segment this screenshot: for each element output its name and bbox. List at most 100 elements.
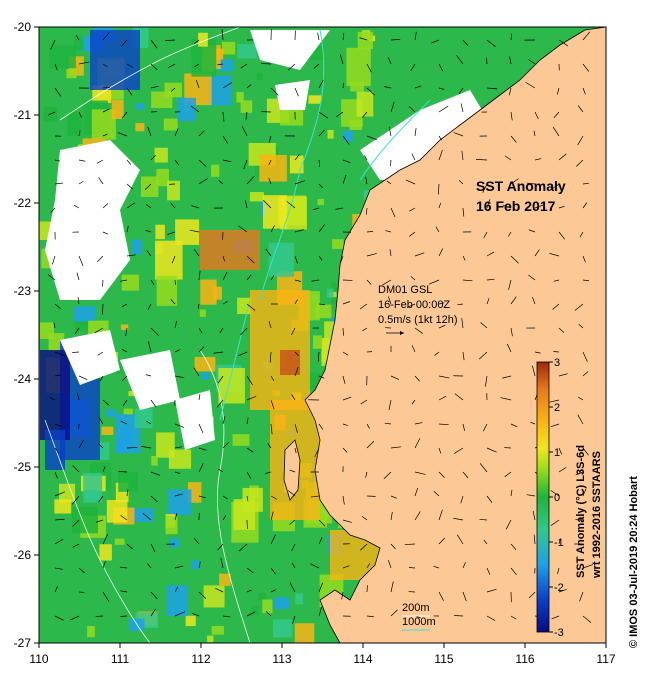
anomaly-patch (74, 321, 91, 331)
anomaly-patch (232, 434, 250, 446)
current-arrow (198, 463, 204, 473)
current-arrow (102, 203, 109, 209)
anomaly-patch (111, 100, 124, 119)
current-arrow (222, 495, 228, 500)
anomaly-patch (356, 91, 374, 117)
current-arrow (126, 254, 136, 257)
current-arrow (102, 399, 110, 406)
current-arrow (313, 63, 320, 69)
current-arrow (245, 111, 248, 120)
anomaly-patch (85, 490, 99, 499)
current-arrow (438, 375, 450, 379)
current-arrow (438, 135, 443, 141)
current-arrow (145, 374, 152, 377)
current-arrow (409, 231, 416, 237)
current-arrow (119, 279, 128, 282)
current-arrow (552, 126, 560, 137)
current-arrow (268, 178, 272, 185)
current-arrow (550, 519, 560, 526)
current-arrow (289, 519, 296, 525)
current-arrow (270, 275, 275, 281)
current-arrow (414, 252, 425, 257)
current-arrow (582, 255, 586, 263)
current-arrow (318, 582, 323, 593)
current-arrow (198, 591, 207, 599)
current-arrow (486, 278, 495, 281)
current-arrow (246, 417, 249, 425)
current-arrow (102, 533, 108, 545)
current-arrow (193, 249, 200, 257)
current-arrow (95, 519, 104, 523)
current-arrow (241, 126, 248, 137)
current-arrow (238, 543, 248, 552)
current-arrow (558, 231, 566, 240)
current-arrow (318, 79, 324, 89)
current-arrow (145, 230, 152, 233)
current-arrow (462, 39, 469, 47)
current-arrow (366, 207, 368, 215)
current-arrow (117, 132, 128, 137)
current-arrow (414, 128, 417, 137)
current-arrow (170, 299, 176, 305)
anomaly-patch (262, 599, 273, 614)
current-arrow (438, 395, 447, 401)
current-arrow (54, 567, 63, 570)
current-arrow (453, 447, 464, 454)
current-arrow (582, 202, 588, 209)
current-arrow (75, 34, 80, 41)
current-arrow (126, 159, 132, 165)
current-arrow (505, 519, 512, 530)
current-arrow (438, 149, 443, 161)
current-arrow (457, 534, 464, 545)
depth-1000m-label: 1000m (402, 616, 436, 628)
current-arrow (190, 105, 200, 113)
current-arrow (510, 423, 518, 428)
current-arrow (78, 439, 84, 449)
current-arrow (246, 375, 253, 386)
current-arrow (390, 446, 402, 449)
current-arrow (502, 204, 512, 209)
current-arrow (405, 179, 416, 185)
current-arrow (102, 231, 109, 235)
current-arrow (530, 421, 536, 425)
x-tick-label: 110 (29, 652, 48, 666)
current-arrow (383, 471, 392, 480)
current-arrow (222, 135, 228, 144)
anomaly-patch (155, 224, 165, 240)
current-arrow (409, 207, 416, 212)
current-arrow (54, 182, 64, 185)
anomaly-patch (156, 275, 178, 306)
anomaly-patch (190, 560, 200, 570)
x-tick-label: 117 (596, 652, 615, 666)
current-arrow (558, 373, 568, 377)
anomaly-patch (357, 31, 373, 50)
current-arrow (198, 178, 208, 185)
colorbar-tick-label: -1 (554, 537, 564, 549)
current-arrow (460, 495, 464, 504)
anomaly-patch (258, 593, 267, 600)
current-arrow (150, 399, 157, 408)
current-arrow (414, 327, 423, 334)
current-arrow (388, 399, 392, 411)
current-arrow (510, 33, 512, 41)
y-tick-label: -25 (14, 460, 32, 474)
current-arrow (220, 557, 224, 569)
current-arrow (558, 538, 561, 545)
anomaly-patch (249, 192, 264, 202)
current-arrow (479, 351, 488, 360)
current-arrow (438, 302, 445, 305)
current-arrow (360, 543, 368, 551)
current-arrow (556, 87, 560, 95)
anomaly-patch (294, 623, 315, 643)
current-arrow (96, 159, 104, 164)
current-arrow (170, 202, 176, 209)
current-arrow (265, 611, 272, 617)
current-arrow (385, 230, 392, 233)
current-arrow (246, 471, 252, 479)
current-arrow (364, 155, 368, 161)
current-arrow (54, 518, 65, 521)
current-arrow (438, 87, 445, 90)
current-arrow (268, 320, 272, 329)
current-arrow (479, 463, 488, 473)
